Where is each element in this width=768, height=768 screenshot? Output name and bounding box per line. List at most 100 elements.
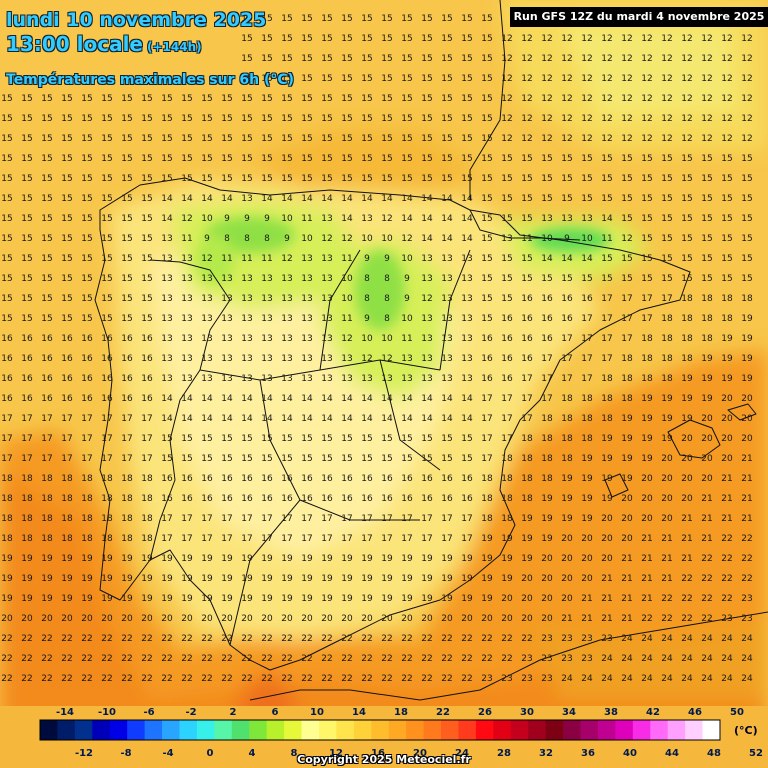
grid-value: 15 (481, 134, 492, 144)
grid-value: 16 (301, 494, 313, 504)
grid-value: 15 (61, 274, 72, 284)
grid-value: 15 (41, 174, 52, 184)
grid-value: 16 (421, 494, 433, 504)
grid-value: 21 (661, 574, 672, 584)
grid-value: 12 (581, 94, 592, 104)
grid-value: 21 (601, 594, 612, 604)
grid-value: 22 (141, 654, 152, 664)
grid-value: 15 (81, 234, 92, 244)
grid-value: 22 (121, 634, 132, 644)
grid-value: 15 (741, 234, 752, 244)
grid-value: 16 (461, 494, 473, 504)
grid-value: 12 (201, 254, 212, 264)
grid-value: 13 (181, 334, 192, 344)
grid-value: 16 (241, 494, 253, 504)
grid-value: 19 (481, 594, 493, 604)
grid-value: 21 (641, 594, 652, 604)
grid-value: 19 (581, 474, 593, 484)
grid-value: 15 (261, 434, 272, 444)
grid-value: 20 (241, 614, 253, 624)
grid-value: 15 (201, 94, 212, 104)
grid-value: 15 (521, 174, 532, 184)
grid-value: 22 (361, 654, 372, 664)
grid-value: 16 (101, 334, 113, 344)
grid-value: 20 (701, 474, 713, 484)
grid-value: 21 (581, 594, 592, 604)
grid-value: 16 (41, 394, 53, 404)
grid-value: 19 (361, 594, 373, 604)
grid-value: 15 (101, 254, 112, 264)
grid-value: 13 (461, 354, 472, 364)
grid-value: 20 (121, 614, 133, 624)
grid-value: 13 (161, 354, 172, 364)
grid-value: 12 (621, 134, 632, 144)
grid-value: 17 (241, 514, 252, 524)
grid-value: 15 (621, 254, 632, 264)
grid-value: 13 (201, 334, 212, 344)
grid-value: 17 (601, 354, 612, 364)
grid-value: 15 (421, 134, 432, 144)
grid-value: 14 (281, 194, 293, 204)
grid-value: 13 (301, 354, 312, 364)
grid-value: 15 (441, 434, 452, 444)
grid-value: 19 (161, 574, 173, 584)
grid-value: 15 (61, 154, 72, 164)
grid-value: 13 (441, 254, 452, 264)
grid-value: 20 (161, 614, 173, 624)
grid-value: 14 (241, 414, 253, 424)
grid-value: 16 (61, 334, 73, 344)
grid-value: 15 (501, 174, 512, 184)
grid-value: 10 (581, 234, 593, 244)
grid-value: 15 (721, 194, 732, 204)
grid-value: 18 (1, 514, 13, 524)
grid-value: 16 (521, 354, 533, 364)
grid-value: 12 (541, 54, 552, 64)
grid-value: 15 (401, 134, 412, 144)
grid-value: 12 (581, 114, 592, 124)
grid-value: 15 (421, 94, 432, 104)
grid-value: 18 (581, 394, 593, 404)
legend-swatch (284, 720, 303, 740)
grid-value: 12 (381, 354, 392, 364)
grid-value: 15 (481, 194, 492, 204)
grid-value: 12 (641, 74, 652, 84)
grid-value: 14 (461, 414, 473, 424)
map-lead-time: (+144h) (147, 40, 202, 54)
grid-value: 15 (421, 454, 432, 464)
grid-value: 17 (161, 514, 172, 524)
grid-value: 24 (641, 674, 653, 684)
north-africa-coast (249, 611, 768, 701)
grid-value: 13 (261, 354, 272, 364)
grid-value: 15 (41, 134, 52, 144)
grid-value: 15 (461, 14, 472, 24)
grid-value: 16 (41, 374, 53, 384)
grid-value: 15 (121, 254, 132, 264)
grid-value: 17 (661, 294, 672, 304)
grid-value: 17 (581, 334, 592, 344)
grid-value: 20 (601, 554, 613, 564)
legend-swatch (353, 720, 372, 740)
grid-value: 15 (621, 274, 632, 284)
grid-value: 12 (581, 134, 592, 144)
grid-value: 12 (281, 254, 292, 264)
grid-value: 22 (161, 674, 172, 684)
grid-value: 15 (361, 174, 372, 184)
grid-value: 13 (201, 294, 212, 304)
grid-value: 19 (121, 574, 133, 584)
grid-value: 15 (601, 174, 612, 184)
grid-value: 22 (421, 674, 432, 684)
legend-swatch (162, 720, 181, 740)
grid-value: 21 (621, 594, 632, 604)
grid-value: 15 (141, 174, 152, 184)
grid-value: 22 (221, 634, 232, 644)
grid-value: 15 (481, 234, 492, 244)
grid-value: 19 (721, 374, 733, 384)
grid-value: 22 (241, 654, 252, 664)
grid-value: 22 (741, 574, 752, 584)
grid-value: 15 (301, 14, 312, 24)
grid-value: 19 (501, 574, 513, 584)
grid-value: 13 (541, 214, 552, 224)
grid-value: 16 (381, 474, 393, 484)
grid-value: 17 (281, 514, 292, 524)
